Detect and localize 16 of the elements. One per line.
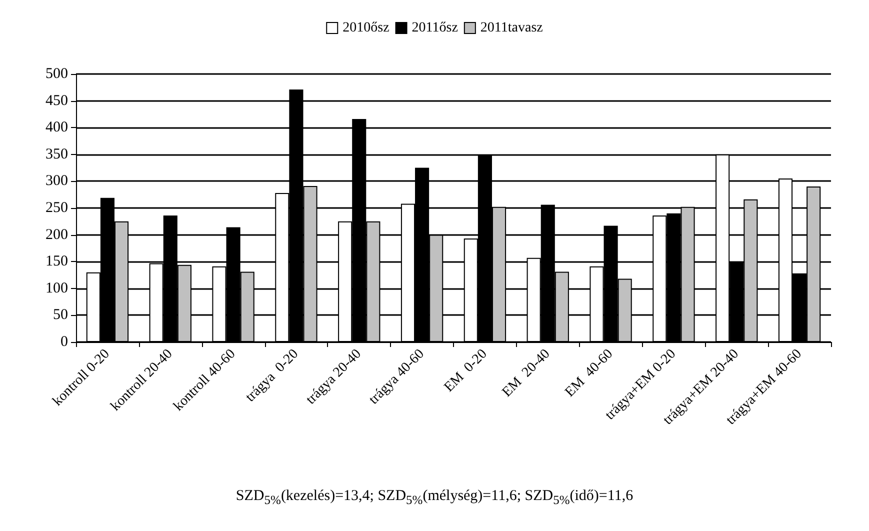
y-tick-label: 500 — [46, 66, 68, 82]
y-tick-label: 450 — [46, 92, 68, 109]
legend-label: 2011ősz — [412, 20, 458, 36]
y-tick-label: 350 — [46, 146, 68, 162]
x-tick-label: EM 0-20 — [442, 346, 490, 396]
y-tick-label: 250 — [46, 200, 68, 216]
y-tick-label: 100 — [46, 280, 68, 296]
y-tick-label: 400 — [46, 120, 68, 136]
y-tick-label: 0 — [60, 334, 68, 350]
y-tick-label: 200 — [46, 226, 68, 243]
y-tick-label: 300 — [46, 173, 68, 190]
legend-label: 2010ősz — [342, 20, 390, 36]
text: SZD$_{5%}$(kezelés)=13,4; SZD$_{5%}$(mélység)=11,6; SZD$_{5%}$(idő)=11,6 — [234, 488, 634, 508]
legend-label: 2011tavasz — [480, 20, 543, 36]
y-tick-label: 150 — [46, 254, 68, 270]
y-tick-label: 50 — [53, 307, 68, 324]
